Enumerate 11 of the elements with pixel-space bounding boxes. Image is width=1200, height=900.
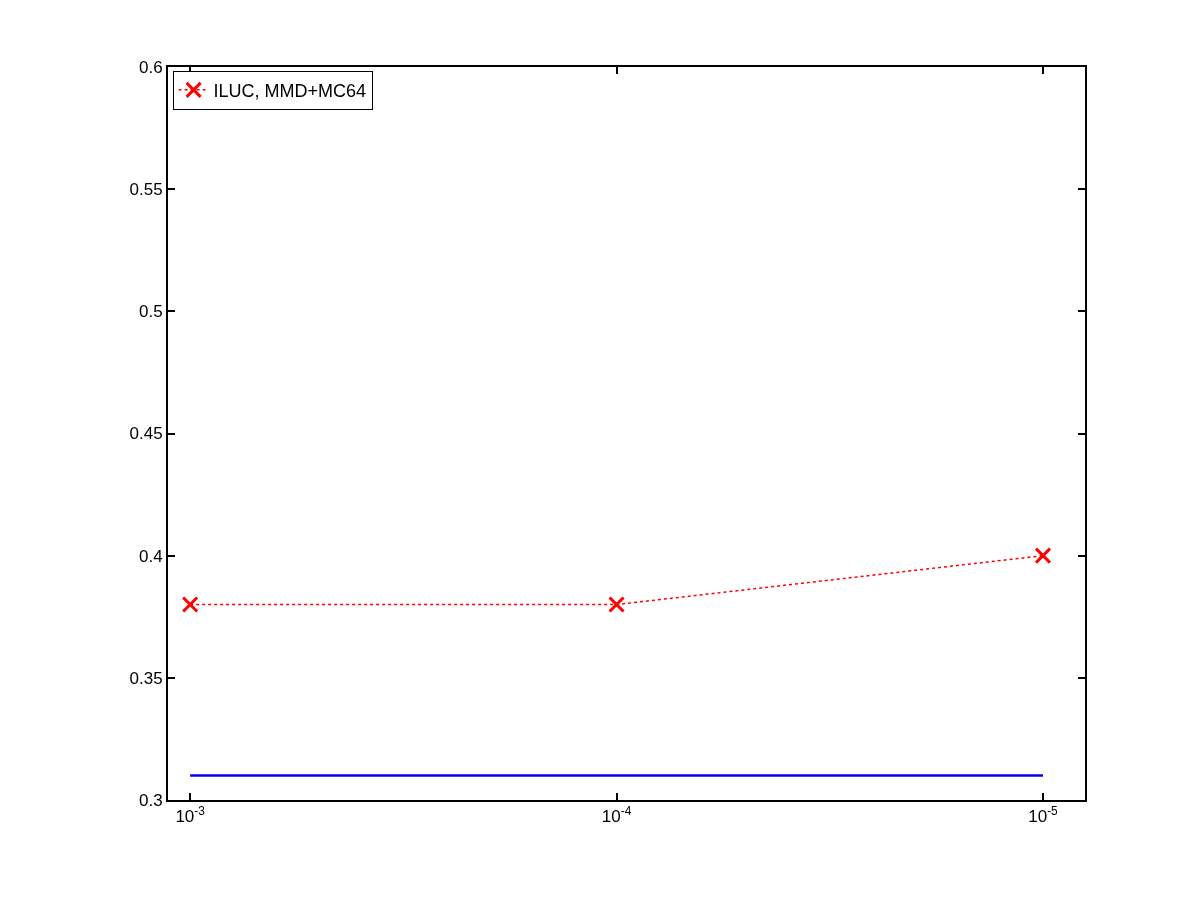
y-tick-label: 0.45: [129, 424, 163, 444]
y-tick-label: 0.35: [129, 668, 163, 688]
y-tick-label: 0.6: [138, 57, 163, 77]
x-tick-label: 10$^{-3}$: [175, 804, 206, 827]
y-tick-label: 0.3: [138, 790, 163, 810]
legend-label: ILUC, MMD+MC64: [213, 80, 367, 101]
x-tick-label: 10$^{-4}$: [601, 804, 632, 827]
x-tick-label: 10$^{-5}$: [1028, 804, 1059, 827]
y-tick-label: 0.5: [138, 302, 163, 322]
y-tick-label: 0.55: [129, 180, 163, 200]
y-tick-label: 0.4: [138, 546, 163, 566]
